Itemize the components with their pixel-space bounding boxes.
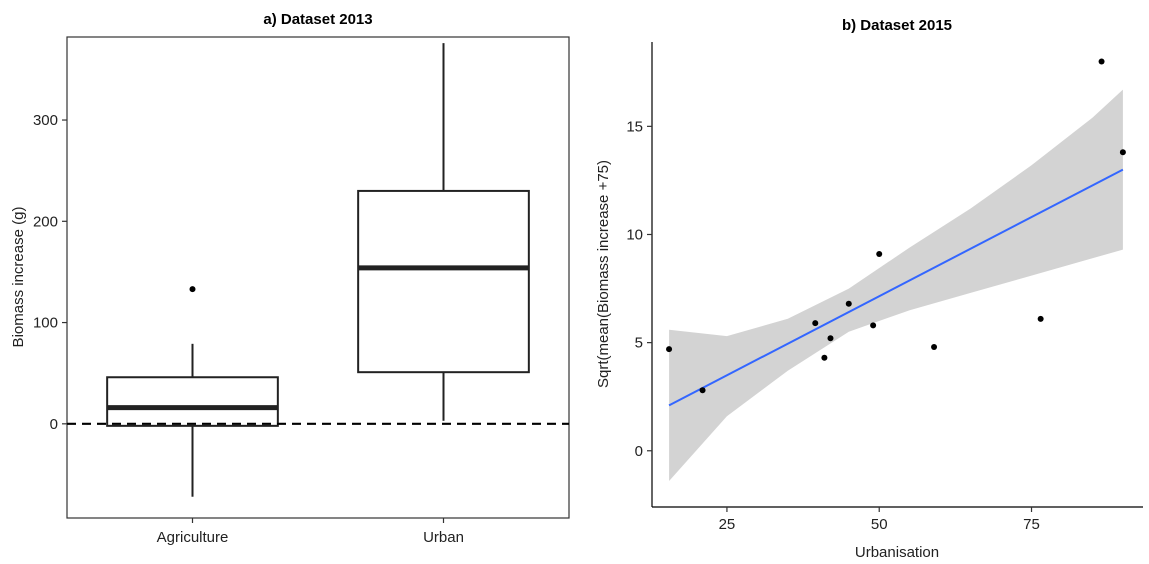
regression-line xyxy=(668,168,1124,407)
interquartile-box xyxy=(106,376,279,427)
scatter-point xyxy=(666,346,673,353)
box-agriculture xyxy=(106,286,279,497)
confidence-band xyxy=(669,89,1123,481)
panel-b-x-axis-label: Urbanisation xyxy=(855,544,939,561)
scatter-point xyxy=(699,387,706,394)
panel-b-x-ticks: 25 50 75 xyxy=(719,507,1040,533)
panel-b-title: b) Dataset 2015 xyxy=(842,17,952,34)
scatter-point xyxy=(821,354,828,361)
panel-b-x-tick-label: 25 xyxy=(719,516,736,533)
scatter-point xyxy=(876,250,883,257)
outlier-point xyxy=(189,286,196,293)
scatter-point xyxy=(931,343,938,350)
panel-a-x-ticks: Agriculture Urban xyxy=(157,518,464,546)
panel-a-y-tick-label: 200 xyxy=(33,213,58,230)
scatter-point xyxy=(845,300,852,307)
panel-a-x-tick-label: Urban xyxy=(423,529,464,546)
panel-b-confidence-band-group xyxy=(669,89,1123,481)
panel-b-y-tick-label: 5 xyxy=(635,335,643,352)
panel-a-y-tick-label: 100 xyxy=(33,315,58,332)
panel-a-y-ticks: 0 100 200 300 xyxy=(33,112,67,433)
panel-b-y-tick-label: 10 xyxy=(626,226,643,243)
panel-b-points xyxy=(666,58,1126,394)
panel-a-y-axis-label: Biomass increase (g) xyxy=(10,207,27,348)
panel-a: a) Dataset 2013 0 100 200 300 Agriculture Ur… xyxy=(10,11,570,546)
scatter-point xyxy=(812,320,819,327)
panel-b-x-tick-label: 75 xyxy=(1023,516,1040,533)
scatter-point xyxy=(1098,58,1105,65)
box-urban xyxy=(357,43,530,421)
scatter-point xyxy=(1119,149,1126,156)
panel-a-y-tick-label: 300 xyxy=(33,112,58,129)
panel-b-y-tick-label: 0 xyxy=(635,443,643,460)
panel-b-x-tick-label: 50 xyxy=(871,516,888,533)
scatter-point xyxy=(1037,315,1044,322)
interquartile-box xyxy=(357,189,530,374)
panel-b-y-ticks: 0 5 10 15 xyxy=(626,118,652,460)
scatter-point xyxy=(827,335,834,342)
panel-a-border xyxy=(66,36,570,519)
panel-b-y-tick-label: 15 xyxy=(626,118,643,135)
panel-a-x-tick-label: Agriculture xyxy=(157,529,229,546)
panel-b-y-axis-label: Sqrt(mean(Biomass increase +75) xyxy=(595,160,612,388)
scatter-point xyxy=(870,322,877,329)
panel-a-title: a) Dataset 2013 xyxy=(263,11,372,28)
panel-a-boxes xyxy=(106,43,530,497)
panel-a-y-tick-label: 0 xyxy=(50,416,58,433)
panel-b: b) Dataset 2015 0 5 10 15 25 50 75 Urbanisati… xyxy=(595,17,1143,561)
